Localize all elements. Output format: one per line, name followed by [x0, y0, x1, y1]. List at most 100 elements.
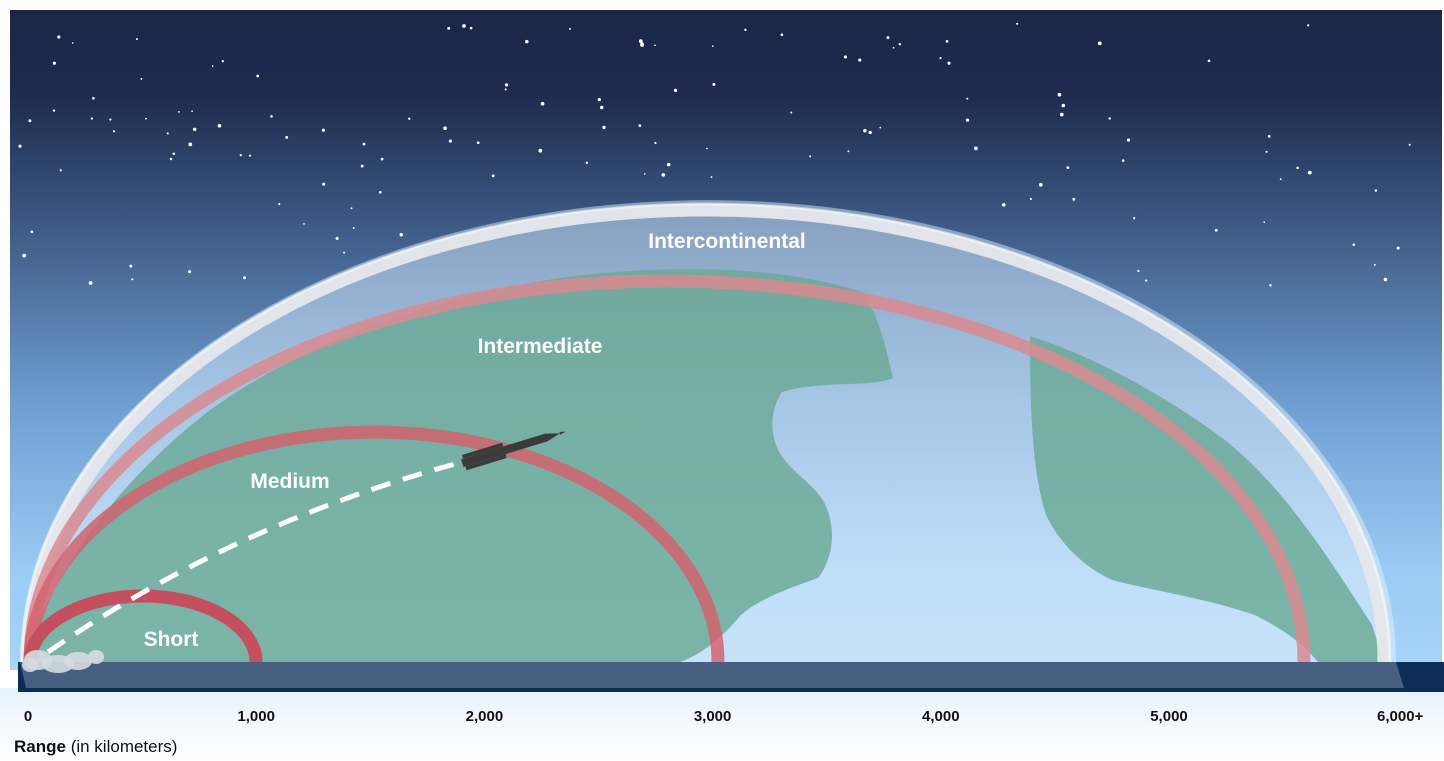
star-icon: [166, 132, 169, 135]
star-icon: [379, 191, 382, 194]
star-icon: [1263, 221, 1266, 223]
star-icon: [1352, 243, 1356, 246]
star-icon: [1002, 203, 1006, 207]
star-icon: [52, 61, 56, 65]
star-icon: [169, 157, 173, 161]
star-icon: [706, 147, 708, 150]
star-icon: [1108, 117, 1111, 120]
star-icon: [88, 281, 93, 285]
launch-smoke-icon: [22, 650, 104, 673]
star-icon: [1029, 197, 1032, 201]
star-icon: [661, 173, 666, 177]
star-icon: [476, 141, 480, 145]
star-icon: [640, 42, 644, 46]
star-icon: [243, 276, 247, 280]
star-icon: [90, 117, 94, 120]
star-icon: [192, 127, 197, 132]
star-icon: [112, 130, 116, 133]
star-icon: [1121, 159, 1125, 162]
star-icon: [710, 176, 713, 178]
star-icon: [898, 42, 902, 46]
star-icon: [248, 154, 252, 157]
star-icon: [59, 169, 62, 172]
star-icon: [285, 135, 289, 139]
star-icon: [443, 126, 447, 130]
star-icon: [211, 65, 214, 67]
label-medium: Medium: [250, 470, 329, 493]
continent-left: [22, 269, 893, 662]
star-icon: [1279, 178, 1282, 181]
star-icon: [71, 42, 74, 44]
star-icon: [744, 28, 747, 32]
star-icon: [1072, 197, 1076, 201]
star-icon: [1373, 263, 1376, 266]
star-icon: [140, 77, 143, 80]
star-icon: [1016, 22, 1019, 25]
intercontinental-arc-halo: [20, 202, 1392, 663]
star-icon: [654, 44, 656, 47]
star-icon: [1307, 24, 1310, 27]
star-icon: [1207, 59, 1211, 63]
star-icon: [1408, 143, 1411, 146]
star-icon: [448, 139, 452, 143]
star-icon: [569, 27, 571, 30]
star-icon: [362, 142, 366, 146]
star-icon: [1214, 228, 1218, 232]
star-icon: [1038, 182, 1043, 187]
star-icon: [847, 150, 850, 153]
star-icon: [504, 83, 509, 87]
star-icon: [1145, 279, 1148, 282]
label-short: Short: [144, 628, 199, 651]
star-icon: [673, 88, 678, 93]
medium-arc: [23, 425, 725, 663]
tick-label: 2,000: [466, 708, 504, 725]
star-icon: [352, 227, 355, 229]
star-icon: [892, 46, 895, 49]
label-intermediate: Intermediate: [478, 335, 603, 358]
star-icon: [1296, 166, 1299, 170]
star-icon: [239, 154, 242, 157]
star-icon: [585, 161, 589, 164]
star-icon: [790, 111, 793, 114]
star-icon: [886, 36, 890, 40]
star-icon: [879, 126, 882, 129]
star-icon: [22, 253, 27, 258]
axis-title-unit: (in kilometers): [66, 737, 177, 756]
star-icon: [863, 128, 867, 133]
star-icon: [638, 124, 642, 127]
star-icon: [974, 146, 978, 151]
star-icon: [504, 88, 507, 91]
star-icon: [109, 118, 112, 121]
star-icon: [525, 39, 529, 44]
star-icon: [57, 35, 61, 39]
star-icon: [1307, 170, 1312, 175]
star-icon: [270, 115, 273, 118]
star-icon: [188, 270, 192, 274]
star-icon: [780, 33, 784, 37]
star-icon: [131, 278, 134, 281]
star-icon: [939, 57, 942, 60]
star-icon: [491, 174, 495, 178]
star-icon: [322, 182, 326, 186]
star-icon: [172, 152, 176, 156]
tick-label: 4,000: [922, 708, 960, 725]
star-icon: [129, 264, 133, 268]
star-icon: [712, 45, 714, 47]
tick-label: 1,000: [237, 708, 275, 725]
star-icon: [1066, 166, 1070, 169]
star-icon: [712, 82, 716, 86]
star-icon: [343, 251, 346, 254]
star-icon: [654, 141, 657, 145]
stars: [18, 22, 1411, 287]
star-icon: [1396, 246, 1400, 250]
star-icon: [360, 164, 364, 168]
intercontinental-arc: [21, 203, 1391, 663]
star-icon: [1374, 189, 1378, 192]
star-icon: [350, 207, 353, 210]
star-icon: [177, 110, 180, 113]
star-icon: [256, 74, 260, 78]
star-icon: [399, 232, 403, 237]
missile-icon: [461, 431, 566, 471]
star-icon: [809, 155, 812, 158]
star-icon: [843, 55, 847, 59]
